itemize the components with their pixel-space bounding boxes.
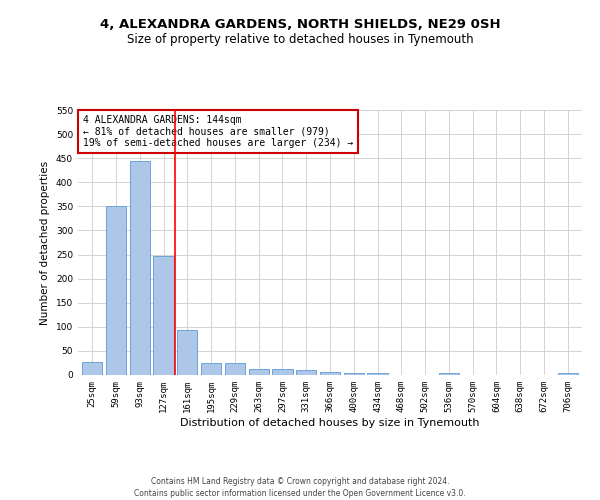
Bar [296, 370, 316, 375]
Bar [344, 372, 364, 375]
Bar [177, 330, 197, 375]
Text: Size of property relative to detached houses in Tynemouth: Size of property relative to detached ho… [127, 32, 473, 46]
Bar [154, 256, 173, 375]
Y-axis label: Number of detached properties: Number of detached properties [40, 160, 50, 324]
Bar [106, 206, 126, 375]
Bar [201, 363, 221, 375]
Bar [82, 362, 103, 375]
X-axis label: Distribution of detached houses by size in Tynemouth: Distribution of detached houses by size … [180, 418, 480, 428]
Text: 4 ALEXANDRA GARDENS: 144sqm
← 81% of detached houses are smaller (979)
19% of se: 4 ALEXANDRA GARDENS: 144sqm ← 81% of det… [83, 116, 353, 148]
Bar [320, 372, 340, 375]
Bar [367, 372, 388, 375]
Bar [130, 160, 150, 375]
Bar [439, 372, 459, 375]
Text: 4, ALEXANDRA GARDENS, NORTH SHIELDS, NE29 0SH: 4, ALEXANDRA GARDENS, NORTH SHIELDS, NE2… [100, 18, 500, 30]
Bar [557, 372, 578, 375]
Bar [272, 368, 293, 375]
Bar [248, 368, 269, 375]
Bar [225, 363, 245, 375]
Text: Contains HM Land Registry data © Crown copyright and database right 2024.
Contai: Contains HM Land Registry data © Crown c… [134, 476, 466, 498]
